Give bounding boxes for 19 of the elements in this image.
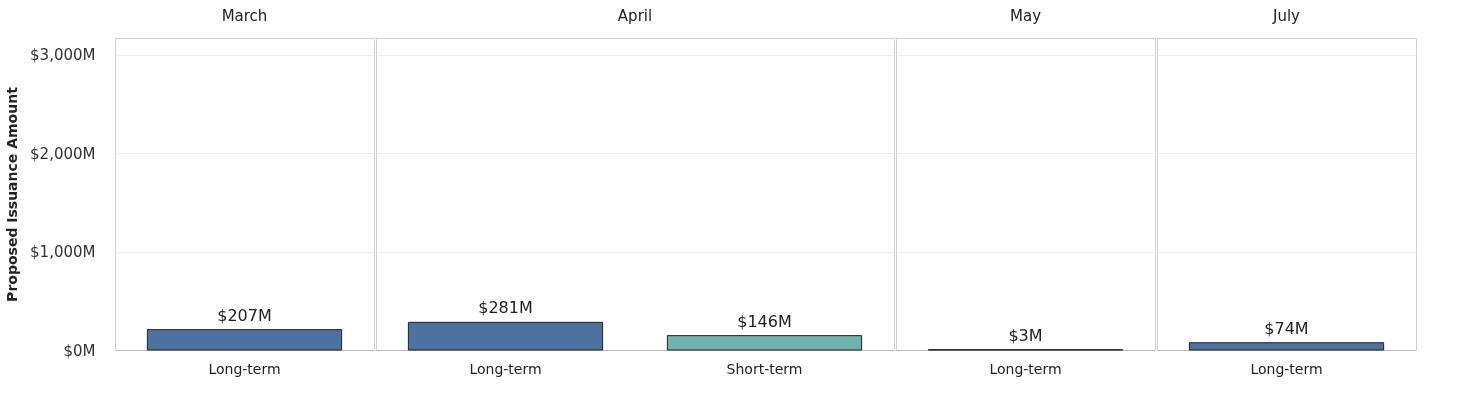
chart-title: March: [221, 7, 268, 25]
y-tick-label: $1,000M: [30, 243, 96, 262]
chart-title: July: [1272, 7, 1301, 25]
y-tick-label: $0M: [63, 341, 96, 360]
x-tick-label: Long-term: [469, 360, 542, 377]
data-label: $146M: [737, 311, 792, 331]
x-tick-label: Long-term: [1250, 360, 1323, 377]
y-tick-label: $2,000M: [30, 144, 96, 163]
chart-title: April: [617, 7, 653, 25]
data-label: $207M: [217, 305, 272, 325]
chart-title: May: [1009, 7, 1042, 25]
data-label: $281M: [478, 298, 533, 318]
data-label: $3M: [1008, 325, 1043, 345]
y-axis-title: Proposed Issuance Amount: [4, 86, 21, 302]
x-tick-label: Long-term: [208, 360, 281, 377]
y-tick-label: $3,000M: [30, 46, 96, 65]
data-label: $74M: [1264, 318, 1309, 338]
x-tick-label: Long-term: [989, 360, 1062, 377]
x-tick-label: Short-term: [726, 360, 803, 377]
